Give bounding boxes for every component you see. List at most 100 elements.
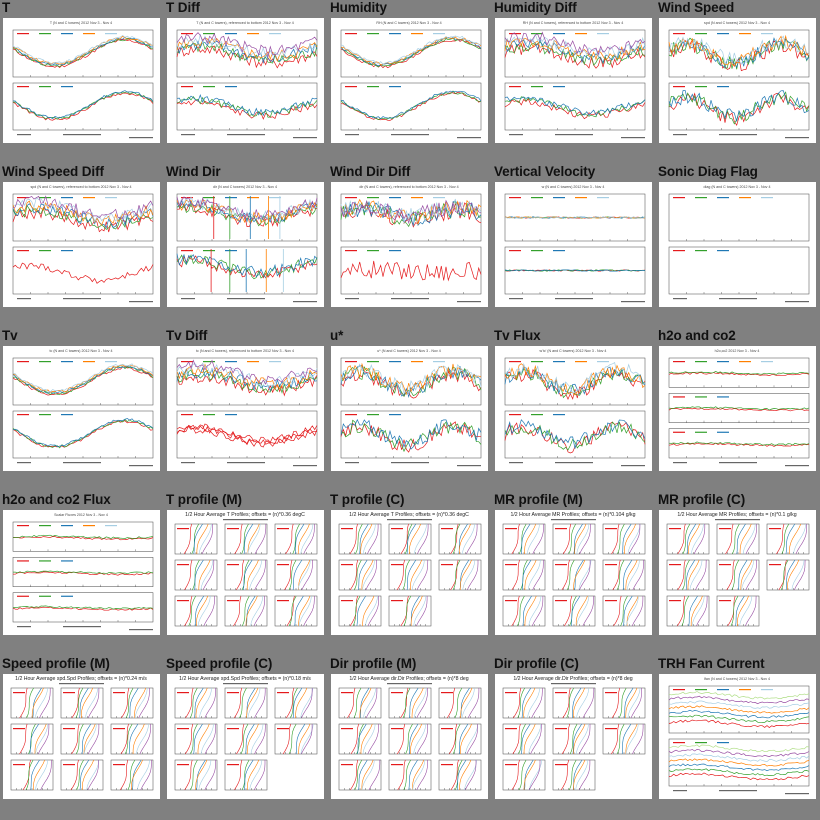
footer-note — [621, 301, 645, 303]
thumbnail-image[interactable]: RH (N and C towers), referenced to botto… — [495, 18, 652, 143]
thumbnail-speed-profile-c[interactable]: Speed profile (C) 1/2 Hour Average spd.Sp… — [164, 656, 328, 820]
thumbnail-image[interactable]: w'tc' (N and C towers) 2012 Nov 3 - Nov … — [495, 346, 652, 471]
thumbnail-title[interactable]: Tv — [2, 328, 18, 343]
time-axis-label — [555, 134, 593, 136]
thumbnail-wind-dir-diff[interactable]: Wind Dir Diff dir (N and C towers), refer… — [328, 164, 492, 328]
thumbnail-title[interactable]: u* — [330, 328, 344, 343]
thumbnail-t-diff[interactable]: T Diff T (N and C towers), referenced to … — [164, 0, 328, 164]
thumbnail-humidity[interactable]: Humidity RH (N and C towers) 2012 Nov 3 -… — [328, 0, 492, 164]
axis-caption — [345, 134, 359, 136]
thumbnail-title[interactable]: TRH Fan Current — [658, 656, 765, 671]
thumbnail-title[interactable]: Wind Dir — [166, 164, 221, 179]
thumbnail-trh-fan-current[interactable]: TRH Fan Current Ifan (N and C towers) 201… — [656, 656, 820, 820]
plot-lines — [668, 441, 810, 447]
panel-1 — [668, 193, 810, 242]
thumbnail-title[interactable]: T profile (M) — [166, 492, 242, 507]
thumbnail-image[interactable]: Ifan (N and C towers) 2012 Nov 3 - Nov 4 — [659, 674, 816, 799]
thumbnail-title[interactable]: Wind Speed — [658, 0, 735, 15]
thumbnail-h2o-and-co2[interactable]: h2o and co2 h2o,co2 2012 Nov 3 - Nov 4 — [656, 328, 820, 492]
thumbnail-title[interactable]: T — [2, 0, 11, 15]
axis-caption — [673, 462, 687, 464]
thumbnail-tv-flux[interactable]: Tv Flux w'tc' (N and C towers) 2012 Nov 3… — [492, 328, 656, 492]
thumbnail-image[interactable]: tc (N and C towers), referenced to botto… — [167, 346, 324, 471]
thumbnail-wind-speed-diff[interactable]: Wind Speed Diff spd (N and C towers), ref… — [0, 164, 164, 328]
thumbnail-image[interactable]: 1/2 Hour Average MR Profiles; offsets = … — [495, 510, 652, 635]
chart-caption — [715, 519, 760, 521]
thumbnail-t-profile-c[interactable]: T profile (C) 1/2 Hour Average T Profiles… — [328, 492, 492, 656]
thumbnail-image[interactable]: w (N and C towers) 2012 Nov 3 - Nov 4 — [495, 182, 652, 307]
thumbnail-title[interactable]: MR profile (C) — [658, 492, 746, 507]
thumbnail-title[interactable]: Tv Diff — [166, 328, 208, 343]
thumbnail-title[interactable]: Dir profile (C) — [494, 656, 579, 671]
panel-1 — [12, 521, 154, 552]
thumbnail-image[interactable]: spd (N and C towers) 2012 Nov 3 - Nov 4 — [659, 18, 816, 143]
thumbnail-t[interactable]: T T (N and C towers) 2012 Nov 3 - Nov 4 — [0, 0, 164, 164]
thumbnail-title[interactable]: Humidity — [330, 0, 387, 15]
thumbnail-image[interactable]: T (N and C towers) 2012 Nov 3 - Nov 4 — [3, 18, 160, 143]
thumbnail-image[interactable]: 1/2 Hour Average spd.Spd Profiles; offse… — [3, 674, 160, 799]
thumbnail-h2o-and-co2-flux[interactable]: h2o and co2 Flux Scalar Fluxes 2012 Nov 3… — [0, 492, 164, 656]
time-axis-label — [227, 134, 265, 136]
thumbnail-mr-profile-m[interactable]: MR profile (M) 1/2 Hour Average MR Profil… — [492, 492, 656, 656]
thumbnail-sonic-diag-flag[interactable]: Sonic Diag Flag diag (N and C towers) 201… — [656, 164, 820, 328]
thumbnail-wind-speed[interactable]: Wind Speed spd (N and C towers) 2012 Nov … — [656, 0, 820, 164]
time-axis-label — [719, 298, 757, 300]
thumbnail-humidity-diff[interactable]: Humidity Diff RH (N and C towers), refere… — [492, 0, 656, 164]
thumbnail-image[interactable]: 1/2 Hour Average spd.Spd Profiles; offse… — [167, 674, 324, 799]
thumbnail-title[interactable]: Wind Dir Diff — [330, 164, 411, 179]
thumbnail-tv-diff[interactable]: Tv Diff tc (N and C towers), referenced t… — [164, 328, 328, 492]
panel-1 — [668, 29, 810, 78]
axis-caption — [181, 462, 195, 464]
thumbnail-title[interactable]: Humidity Diff — [494, 0, 577, 15]
footer-note — [129, 465, 153, 467]
thumbnail-image[interactable]: 1/2 Hour Average T Profiles; offsets = (… — [331, 510, 488, 635]
thumbnail-title[interactable]: MR profile (M) — [494, 492, 583, 507]
footer-note — [785, 301, 809, 303]
thumbnail-dir-profile-m[interactable]: Dir profile (M) 1/2 Hour Average dir.Dir … — [328, 656, 492, 820]
thumbnail-title[interactable]: Dir profile (M) — [330, 656, 417, 671]
time-axis-label — [227, 298, 265, 300]
plot-lines — [504, 216, 646, 219]
thumbnail-title[interactable]: Speed profile (C) — [166, 656, 273, 671]
thumbnail-title[interactable]: h2o and co2 Flux — [2, 492, 111, 507]
thumbnail-image[interactable]: dir (N and C towers) 2012 Nov 3 - Nov 4 — [167, 182, 324, 307]
thumbnail-vertical-velocity[interactable]: Vertical Velocity w (N and C towers) 2012… — [492, 164, 656, 328]
plot-lines — [176, 253, 318, 280]
plot-lines — [668, 406, 810, 412]
thumbnail-title[interactable]: Sonic Diag Flag — [658, 164, 758, 179]
thumbnail-image[interactable]: 1/2 Hour Average MR Profiles; offsets = … — [659, 510, 816, 635]
thumbnail-mr-profile-c[interactable]: MR profile (C) 1/2 Hour Average MR Profil… — [656, 492, 820, 656]
thumbnail-image[interactable]: dir (N and C towers), referenced to bott… — [331, 182, 488, 307]
thumbnail-image[interactable]: T (N and C towers), referenced to bottom… — [167, 18, 324, 143]
thumbnail-image[interactable]: spd (N and C towers), referenced to bott… — [3, 182, 160, 307]
thumbnail-title[interactable]: h2o and co2 — [658, 328, 736, 343]
chart-caption — [551, 519, 596, 521]
thumbnail-image[interactable]: tc (N and C towers) 2012 Nov 3 - Nov 4 — [3, 346, 160, 471]
thumbnail-title[interactable]: T Diff — [166, 0, 200, 15]
thumbnail-speed-profile-m[interactable]: Speed profile (M) 1/2 Hour Average spd.Sp… — [0, 656, 164, 820]
thumbnail-title[interactable]: T profile (C) — [330, 492, 405, 507]
thumbnail-image[interactable]: u* (N and C towers) 2012 Nov 3 - Nov 4 — [331, 346, 488, 471]
thumbnail-title[interactable]: Wind Speed Diff — [2, 164, 104, 179]
thumbnail-title[interactable]: Speed profile (M) — [2, 656, 110, 671]
thumbnail-image[interactable]: h2o,co2 2012 Nov 3 - Nov 4 — [659, 346, 816, 471]
chart-subtitle: 1/2 Hour Average MR Profiles; offsets = … — [677, 512, 796, 518]
thumbnail-image[interactable]: diag (N and C towers) 2012 Nov 3 - Nov 4 — [659, 182, 816, 307]
chart-subtitle: RH (N and C towers) 2012 Nov 3 - Nov 4 — [376, 21, 441, 25]
footer-note — [129, 137, 153, 139]
chart-subtitle: u* (N and C towers) 2012 Nov 3 - Nov 4 — [377, 349, 441, 353]
thumbnail-image[interactable]: RH (N and C towers) 2012 Nov 3 - Nov 4 — [331, 18, 488, 143]
thumbnail-wind-dir[interactable]: Wind Dir dir (N and C towers) 2012 Nov 3 … — [164, 164, 328, 328]
thumbnail-tv[interactable]: Tv tc (N and C towers) 2012 Nov 3 - Nov 4 — [0, 328, 164, 492]
thumbnail-u[interactable]: u* u* (N and C towers) 2012 Nov 3 - Nov 4 — [328, 328, 492, 492]
thumbnail-image[interactable]: 1/2 Hour Average dir.Dir Profiles; offse… — [495, 674, 652, 799]
panel-2 — [668, 82, 810, 131]
thumbnail-t-profile-m[interactable]: T profile (M) 1/2 Hour Average T Profiles… — [164, 492, 328, 656]
thumbnail-title[interactable]: Tv Flux — [494, 328, 541, 343]
thumbnail-title[interactable]: Vertical Velocity — [494, 164, 596, 179]
thumbnail-image[interactable]: 1/2 Hour Average T Profiles; offsets = (… — [167, 510, 324, 635]
thumbnail-image[interactable]: 1/2 Hour Average dir.Dir Profiles; offse… — [331, 674, 488, 799]
axis-caption — [673, 134, 687, 136]
thumbnail-image[interactable]: Scalar Fluxes 2012 Nov 3 - Nov 4 — [3, 510, 160, 635]
thumbnail-dir-profile-c[interactable]: Dir profile (C) 1/2 Hour Average dir.Dir … — [492, 656, 656, 820]
